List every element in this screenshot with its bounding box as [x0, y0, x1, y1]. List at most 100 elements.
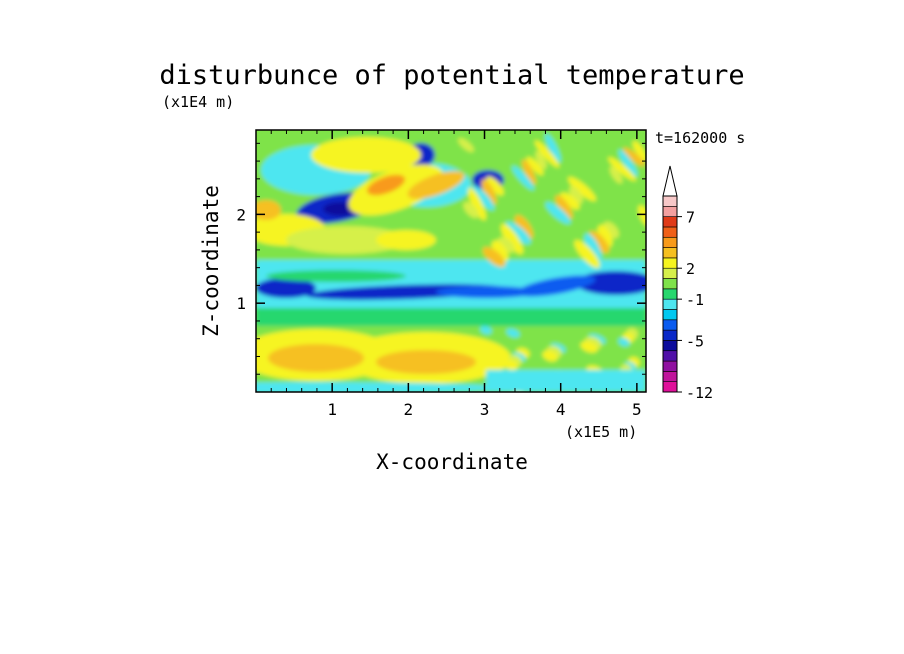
- blue-streak: [516, 275, 596, 297]
- upper-wave: [597, 224, 613, 248]
- lower-speckle: [504, 359, 518, 371]
- lower-right-cyan: [486, 370, 646, 392]
- upper-wave: [607, 157, 637, 181]
- upper-warm-blob: [376, 230, 436, 250]
- colorbar-swatch: [662, 319, 678, 331]
- colorbar-swatch: [662, 298, 678, 310]
- upper-warm-blob: [348, 164, 444, 216]
- colorbar-swatch: [662, 195, 678, 207]
- x-tick-label: 3: [480, 400, 490, 419]
- lower-speckle: [506, 328, 520, 338]
- colorbar-swatch: [662, 360, 678, 372]
- upper-orange-blob: [367, 174, 405, 196]
- colorbar-swatch: [662, 236, 678, 248]
- lower-orange-blob: [268, 344, 364, 372]
- y-tick-label: 2: [236, 205, 246, 224]
- colorbar-swatch: [662, 350, 678, 362]
- bottom-cyan-strip: [256, 382, 506, 392]
- lower-speckle: [480, 325, 492, 335]
- upper-yellow-blob: [286, 226, 406, 254]
- upper-wave: [511, 165, 535, 191]
- upper-wave: [622, 147, 646, 167]
- upper-wave: [569, 186, 583, 204]
- upper-wave: [505, 221, 531, 245]
- upper-wave: [588, 230, 610, 254]
- middle-green-band: [256, 306, 646, 326]
- upper-wave: [500, 223, 524, 255]
- x-exponent-label: (x1E5 m): [565, 423, 637, 441]
- colorbar-tick-label: -5: [686, 332, 704, 350]
- colorbar-swatch: [662, 216, 678, 228]
- x-tick-label: 2: [404, 400, 414, 419]
- upper-wave: [482, 246, 506, 268]
- contour-field: [256, 130, 646, 392]
- upper-wave: [567, 176, 597, 202]
- upper-wave: [526, 156, 544, 176]
- colorbar-swatch: [662, 371, 678, 382]
- colorbar-swatch: [662, 329, 678, 341]
- colorbar-frame: [662, 195, 678, 393]
- blue-streak: [436, 286, 536, 298]
- upper-wave: [545, 133, 561, 163]
- lower-orange-blob: [376, 350, 476, 374]
- colorbar-swatch: [662, 206, 678, 217]
- blue-blob: [576, 271, 646, 295]
- chart-title: disturbunce of potential temperature: [159, 60, 744, 91]
- upper-wave: [463, 201, 479, 219]
- lower-speckle: [542, 350, 558, 362]
- upper-wave: [457, 137, 475, 153]
- upper-wave: [560, 192, 580, 210]
- upper-warm-blob: [311, 137, 421, 173]
- upper-orange-blob: [407, 171, 465, 199]
- colorbar-swatch: [662, 267, 678, 279]
- upper-wave: [486, 176, 504, 196]
- upper-wave: [609, 166, 623, 184]
- colorbar-swatch: [662, 381, 678, 393]
- time-label: t=162000 s: [655, 129, 745, 147]
- upper-wave: [491, 240, 509, 262]
- colorbar-swatch: [662, 257, 678, 269]
- lower-speckle: [580, 341, 598, 353]
- colorbar-tick-label: -1: [686, 291, 704, 309]
- colorbar-swatch: [662, 288, 678, 300]
- upper-wave: [471, 185, 495, 211]
- colorbar: -12-5-127: [662, 165, 713, 402]
- plot-frame: [255, 129, 647, 393]
- x-tick-label: 1: [327, 400, 337, 419]
- upper-wave: [545, 202, 571, 224]
- upper-wave: [584, 233, 602, 263]
- y-axis: 12: [236, 142, 646, 375]
- upper-wave: [481, 179, 497, 205]
- x-tick-label: 5: [632, 400, 642, 419]
- y-tick-label: 1: [236, 294, 246, 313]
- colorbar-swatch: [662, 226, 678, 238]
- cool-green-streak: [266, 270, 406, 282]
- colorbar-swatch: [662, 247, 678, 259]
- colorbar-extend-arrow: [662, 165, 678, 197]
- upper-wave: [467, 187, 487, 221]
- y-exponent-label: (x1E4 m): [162, 93, 234, 111]
- plot-area: [255, 129, 647, 393]
- colorbar-tick-label: -12: [686, 384, 713, 402]
- upper-wave: [535, 150, 547, 170]
- lower-speckle: [618, 337, 630, 347]
- y-axis-label: Z-coordinate: [199, 185, 223, 337]
- colorbar-swatch: [662, 309, 678, 321]
- upper-wave: [632, 140, 646, 162]
- colorbar-swatch: [662, 278, 678, 290]
- upper-wave: [521, 159, 537, 185]
- contour-shapes: [256, 130, 646, 392]
- colorbar-tick-label: 2: [686, 260, 695, 278]
- colorbar-tick-label: 7: [686, 209, 695, 227]
- upper-wave: [555, 195, 573, 219]
- upper-wave: [618, 149, 638, 177]
- x-axis-label: X-coordinate: [376, 450, 528, 474]
- colorbar-swatch: [662, 340, 678, 352]
- x-axis: 1 2 3 4 5: [270, 130, 642, 419]
- x-tick-label: 4: [556, 400, 566, 419]
- upper-wave: [574, 240, 600, 268]
- blue-blob: [256, 278, 316, 298]
- upper-wave: [534, 140, 560, 168]
- upper-wave: [638, 204, 646, 228]
